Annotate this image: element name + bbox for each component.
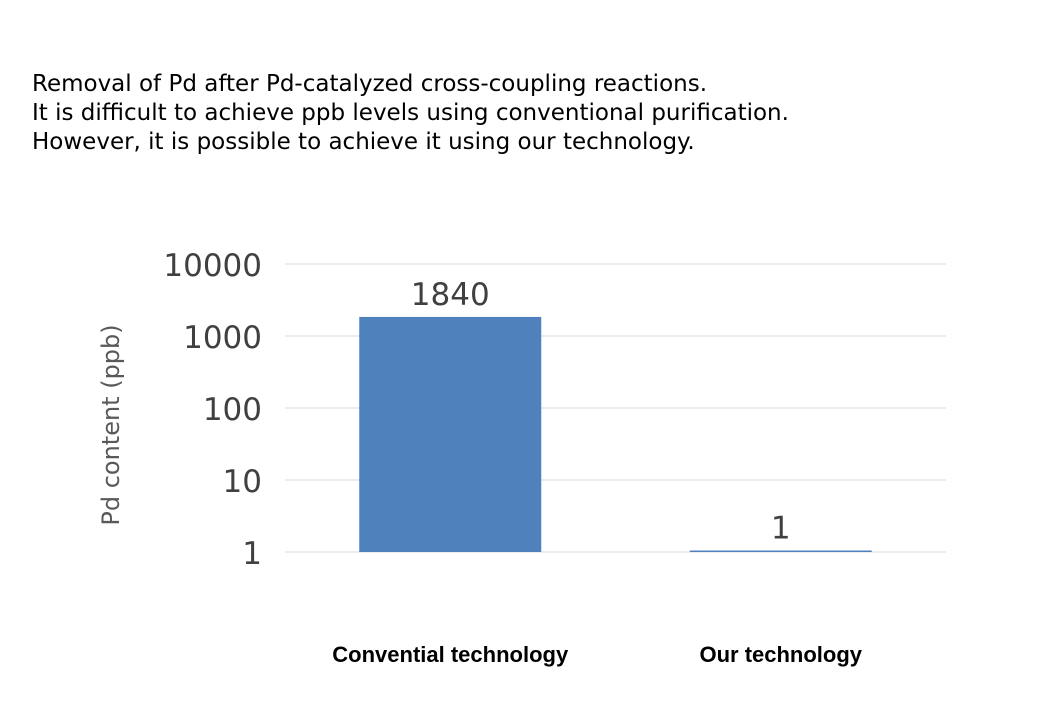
- y-tick-label: 1000: [183, 320, 262, 356]
- caption: Removal of Pd after Pd-catalyzed cross-c…: [32, 70, 1032, 157]
- y-axis-label: Pd content (ppb): [97, 324, 125, 525]
- data-label: 1: [771, 511, 791, 547]
- bar: [359, 316, 542, 552]
- data-label: 1840: [411, 277, 490, 313]
- y-tick-label: 10: [223, 464, 262, 500]
- caption-line-3: However, it is possible to achieve it us…: [32, 129, 695, 155]
- category-label: Our technology: [699, 642, 862, 667]
- y-tick-label: 10000: [163, 248, 262, 284]
- category-label: Convential technology: [332, 642, 569, 667]
- caption-line-1: Removal of Pd after Pd-catalyzed cross-c…: [32, 71, 708, 97]
- y-axis-ticks: 1 10 100 1000 10000: [163, 248, 262, 572]
- x-axis-categories: Convential technology Our technology: [332, 642, 863, 667]
- data-labels: 1840 1: [411, 277, 791, 547]
- caption-line-2: It is difficult to achieve ppb levels us…: [32, 100, 789, 126]
- bars: [359, 316, 872, 552]
- y-tick-label: 1: [242, 536, 262, 572]
- y-tick-label: 100: [203, 392, 262, 428]
- bar: [689, 550, 872, 552]
